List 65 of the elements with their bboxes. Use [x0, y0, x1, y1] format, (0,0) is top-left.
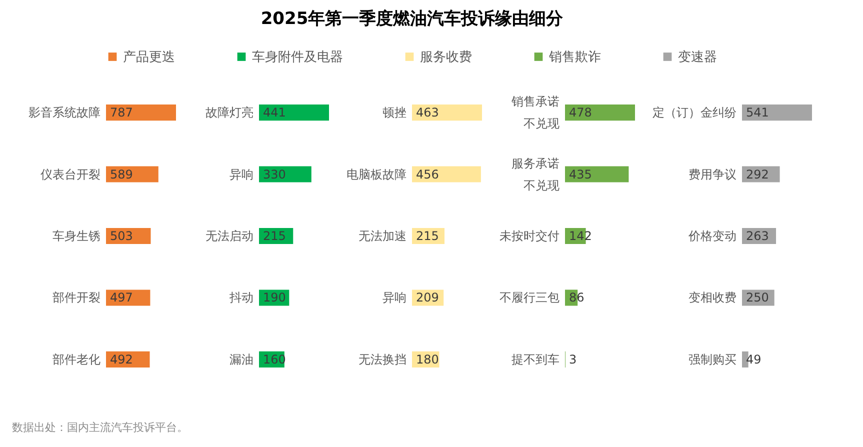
bar: [259, 166, 312, 182]
data-label: 330: [263, 167, 286, 182]
y-tick-label: 价格变动: [688, 229, 736, 243]
y-tick-label: 提不到车: [512, 352, 560, 366]
data-label: 190: [263, 290, 286, 305]
y-tick-label: 影音系统故障: [28, 106, 100, 120]
data-label: 497: [110, 290, 133, 305]
bar: [259, 104, 329, 121]
y-tick-label: 费用争议: [688, 167, 736, 182]
y-tick-label: 变相收费: [688, 290, 736, 305]
bar: [106, 104, 176, 121]
bar: [106, 166, 158, 182]
data-label: 435: [569, 167, 592, 182]
y-tick-label: 顿挫: [382, 106, 406, 120]
y-tick-label: 仪表台开裂: [40, 167, 100, 182]
data-label: 180: [416, 352, 439, 366]
legend-label: 服务收费: [420, 50, 472, 65]
y-tick-label: 异响: [382, 290, 406, 305]
data-label: 250: [746, 290, 769, 305]
y-tick-label: 定（订）金纠纷: [652, 106, 736, 120]
chart-title: 2025年第一季度燃油汽车投诉缘由细分: [260, 9, 564, 29]
data-label: 478: [569, 106, 592, 120]
y-tick-label: 无法换挡: [358, 352, 406, 366]
bar: [565, 166, 629, 182]
bar: [565, 104, 635, 121]
data-label: 3: [569, 352, 577, 366]
data-label: 215: [263, 229, 286, 243]
y-tick-label: 车身生锈: [52, 229, 100, 243]
y-tick-label: 抖动: [228, 290, 254, 305]
data-label: 49: [746, 352, 762, 366]
legend-label: 销售欺诈: [548, 50, 601, 65]
y-tick-label: 故障灯亮: [206, 106, 254, 120]
bar: [742, 104, 812, 121]
y-tick-label: 无法启动: [206, 229, 254, 243]
y-tick-label: 强制购买: [688, 352, 736, 366]
data-label: 292: [746, 167, 769, 182]
y-tick-label: 服务承诺不兑现: [512, 156, 560, 192]
bar: [412, 166, 481, 182]
y-tick-label: 电脑板故障: [346, 167, 406, 182]
y-tick-label: 无法加速: [358, 229, 406, 243]
y-tick-label: 漏油: [230, 352, 254, 366]
data-label: 541: [746, 106, 769, 120]
y-tick-label: 不履行三包: [500, 290, 560, 305]
bar: [742, 351, 748, 368]
data-label: 503: [110, 229, 133, 243]
y-tick-label: 部件老化: [52, 352, 100, 366]
bar: [412, 104, 482, 121]
data-label: 463: [416, 106, 439, 120]
data-label: 589: [110, 167, 133, 182]
legend-label: 产品更迭: [123, 50, 175, 65]
legend-label: 变速器: [678, 50, 717, 65]
y-tick-label: 部件开裂: [52, 290, 100, 305]
data-label: 456: [416, 167, 439, 182]
data-label: 215: [416, 229, 439, 243]
text: 数据出处：国内主流汽车投诉平台。: [12, 421, 188, 434]
data-label: 492: [110, 352, 133, 366]
data-label: 209: [416, 290, 439, 305]
y-tick-label: 异响: [230, 167, 254, 182]
data-label: 787: [110, 106, 133, 120]
y-tick-label: 销售承诺不兑现: [510, 94, 560, 131]
y-tick-label: 未按时交付: [500, 229, 560, 243]
data-label: 441: [263, 106, 286, 120]
data-label: 263: [746, 229, 769, 243]
bar: [106, 290, 150, 306]
legend-label: 车身附件及电器: [252, 50, 343, 65]
